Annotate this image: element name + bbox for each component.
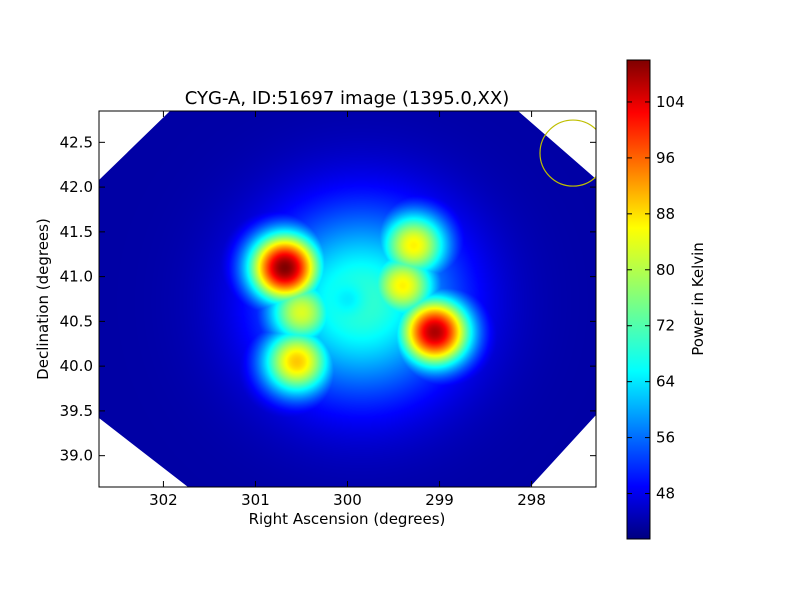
colorbar: 48 56 64 72 80 88 96 104 Power in Kelvin [626,59,707,540]
y-axis-label: Declination (degrees) [34,218,52,380]
y-tick-label: 42.0 [60,178,93,196]
colorbar-tick-label: 72 [656,317,675,335]
y-tick-label: 40.5 [60,312,93,330]
x-tick-label: 301 [241,491,270,509]
y-tick-label: 40.0 [60,357,93,375]
x-axis-label: Right Ascension (degrees) [249,510,446,528]
y-tick-label: 39.5 [60,402,93,420]
y-axis-ticks: 39.0 39.5 40.0 40.5 41.0 41.5 42.0 42.5 [60,133,596,465]
y-tick-label: 41.0 [60,268,93,286]
y-tick-label: 42.5 [60,133,93,151]
y-tick-label: 39.0 [60,447,93,465]
colorbar-tick-label: 104 [656,93,685,111]
x-tick-label: 298 [517,491,546,509]
colorbar-tick-label: 88 [656,205,675,223]
y-tick-label: 41.5 [60,223,93,241]
colorbar-tick-label: 96 [656,149,675,167]
colorbar-tick-label: 80 [656,261,675,279]
x-axis-ticks: 302 301 300 299 298 [149,111,546,509]
x-tick-label: 302 [149,491,178,509]
colorbar-gradient [626,59,651,540]
colorbar-label: Power in Kelvin [689,242,707,356]
colorbar-ticks: 48 56 64 72 80 88 96 104 [627,93,685,503]
colorbar-tick-label: 56 [656,429,675,447]
heatmap-image [99,111,596,487]
plot-area [99,111,596,487]
x-tick-label: 299 [425,491,454,509]
colorbar-tick-label: 48 [656,485,675,503]
chart-title: CYG-A, ID:51697 image (1395.0,XX) [185,88,509,109]
colorbar-tick-label: 64 [656,373,675,391]
beam-marker-circle [539,119,596,187]
x-tick-label: 300 [333,491,362,509]
